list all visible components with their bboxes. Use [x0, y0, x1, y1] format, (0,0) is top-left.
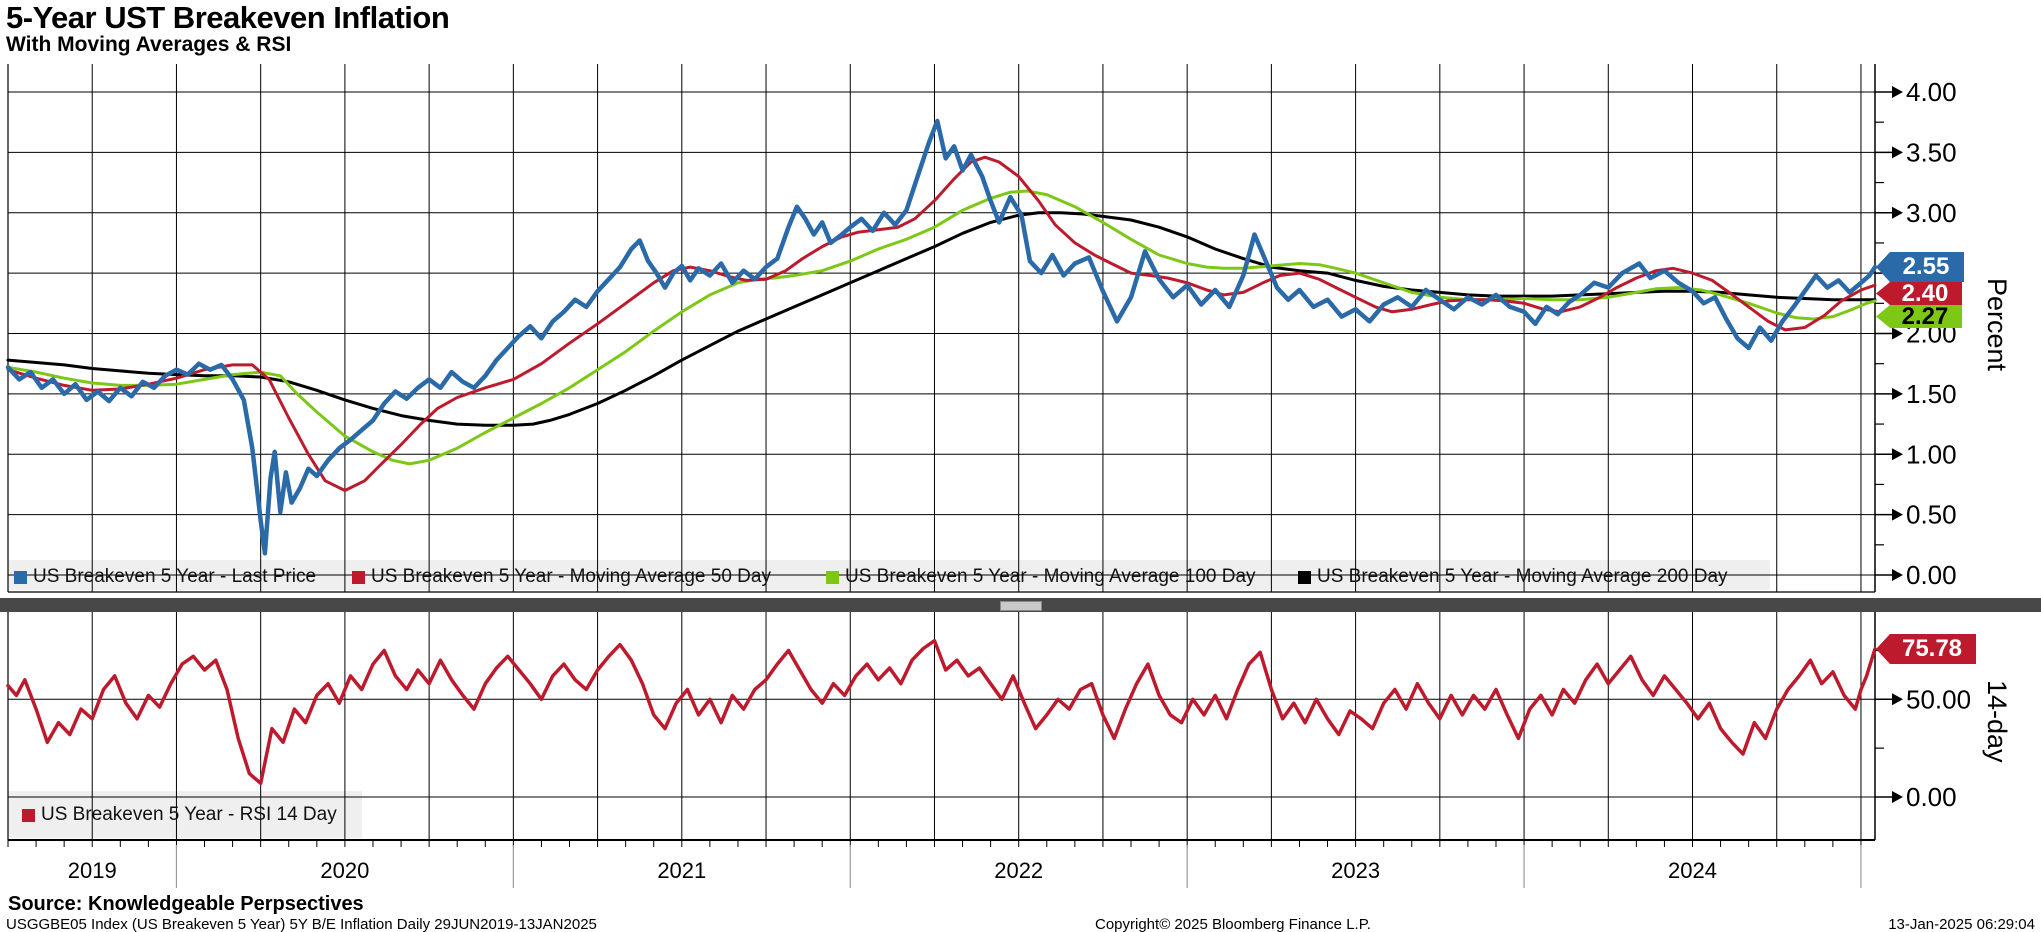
tick-arrow-icon [1892, 569, 1903, 581]
rsi-y-axis-title: 14-day [1982, 680, 2012, 763]
legend-item-rsi[interactable]: US Breakeven 5 Year - RSI 14 Day [22, 804, 337, 826]
x-axis-year-label: 2024 [1668, 858, 1717, 883]
legend-label: US Breakeven 5 Year - RSI 14 Day [41, 804, 337, 825]
x-axis-year-label: 2022 [994, 858, 1044, 883]
copyright-note: Copyright© 2025 Bloomberg Finance L.P. [1095, 916, 1371, 932]
ma50-swatch-icon [352, 570, 365, 584]
tick-arrow-icon [1892, 387, 1903, 400]
legend-label: US Breakeven 5 Year - Moving Average 200… [1317, 566, 1728, 587]
panel-splitter-handle[interactable] [1000, 601, 1042, 611]
x-axis-year-label: 2020 [320, 858, 370, 883]
y-axis-tick-label: 1.00 [1906, 439, 1957, 469]
timestamp: 13-Jan-2025 06:29:04 [1888, 916, 2035, 932]
tick-arrow-icon [1892, 86, 1903, 98]
rsi-value-flag: 75.78 [1876, 634, 1976, 664]
tick-arrow-icon [1892, 508, 1903, 521]
series-line-us-breakeven-5-year-moving-average-200-day [6, 211, 1877, 427]
ma50-price-flag: 2.40 [1876, 282, 1962, 305]
legend-item-last-price[interactable]: US Breakeven 5 Year - Last Price [14, 566, 316, 588]
y-axis-tick-label: 50.00 [1906, 684, 1971, 714]
tick-arrow-icon [1892, 693, 1903, 706]
last-price-flag: 2.55 [1876, 252, 1964, 282]
security-description: USGGBE05 Index (US Breakeven 5 Year) 5Y … [6, 916, 597, 932]
legend-item-ma200[interactable]: US Breakeven 5 Year - Moving Average 200… [1298, 566, 1728, 588]
ma100-price-flag: 2.27 [1876, 305, 1962, 328]
series-line-us-breakeven-5-year-moving-average-50-day [6, 155, 1877, 492]
tick-arrow-icon [1892, 448, 1903, 461]
rsi-swatch-icon [22, 808, 35, 822]
ma100-swatch-icon [826, 570, 839, 584]
y-axis-tick-label: 0.00 [1906, 560, 1957, 590]
y-axis-tick-label: 0.00 [1906, 782, 1957, 812]
x-axis-year-label: 2019 [67, 858, 117, 883]
series-line-us-breakeven-5-year-moving-average-100-day [6, 189, 1877, 466]
page-subtitle: With Moving Averages & RSI [6, 33, 292, 56]
legend-label: US Breakeven 5 Year - Last Price [33, 566, 317, 587]
page-title: 5-Year UST Breakeven Inflation [6, 0, 450, 35]
main-y-axis-title: Percent [1982, 278, 2012, 372]
rsi-legend-background [8, 791, 362, 838]
series-line-us-breakeven-5-year-last-price [5, 118, 1878, 556]
y-axis-tick-label: 4.00 [1906, 77, 1957, 107]
tick-arrow-icon [1892, 791, 1903, 803]
y-axis-tick-label: 3.50 [1906, 137, 1957, 167]
legend-item-ma50[interactable]: US Breakeven 5 Year - Moving Average 50 … [352, 566, 771, 588]
series-line-us-breakeven-5-year-rsi-14-day [6, 638, 1877, 786]
x-axis-year-label: 2023 [1331, 858, 1381, 883]
source-note: Source: Knowledgeable Perpsectives [8, 893, 364, 915]
tick-arrow-icon [1892, 327, 1903, 340]
y-axis-tick-label: 3.00 [1906, 198, 1957, 228]
ma200-swatch-icon [1298, 570, 1311, 584]
y-axis-tick-label: 0.50 [1906, 500, 1957, 530]
x-axis-year-label: 2021 [657, 858, 707, 883]
legend-label: US Breakeven 5 Year - Moving Average 50 … [371, 566, 771, 587]
tick-arrow-icon [1892, 146, 1903, 159]
legend-label: US Breakeven 5 Year - Moving Average 100… [845, 566, 1256, 587]
last-price-swatch-icon [14, 570, 27, 584]
tick-arrow-icon [1892, 206, 1903, 219]
panel-splitter[interactable] [0, 598, 2041, 612]
y-axis-tick-label: 1.50 [1906, 379, 1957, 409]
legend-item-ma100[interactable]: US Breakeven 5 Year - Moving Average 100… [826, 566, 1256, 588]
